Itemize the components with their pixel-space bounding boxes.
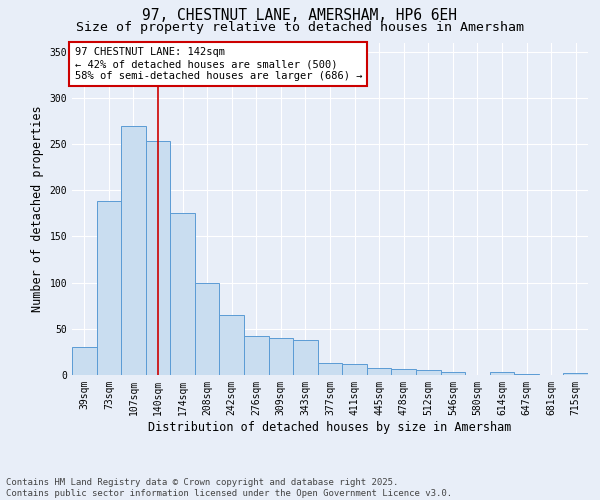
Text: Contains HM Land Registry data © Crown copyright and database right 2025.
Contai: Contains HM Land Registry data © Crown c… xyxy=(6,478,452,498)
Bar xyxy=(416,370,440,375)
Bar xyxy=(220,315,244,375)
Bar xyxy=(293,340,318,375)
Bar xyxy=(342,364,367,375)
Bar xyxy=(391,370,416,375)
Bar xyxy=(244,336,269,375)
Bar xyxy=(440,372,465,375)
Bar xyxy=(514,374,539,375)
Bar xyxy=(367,368,391,375)
Bar xyxy=(195,282,220,375)
Bar xyxy=(146,142,170,375)
Bar xyxy=(72,348,97,375)
Bar xyxy=(318,363,342,375)
Bar xyxy=(170,214,195,375)
Text: 97, CHESTNUT LANE, AMERSHAM, HP6 6EH: 97, CHESTNUT LANE, AMERSHAM, HP6 6EH xyxy=(143,8,458,22)
Bar xyxy=(269,338,293,375)
Text: 97 CHESTNUT LANE: 142sqm
← 42% of detached houses are smaller (500)
58% of semi-: 97 CHESTNUT LANE: 142sqm ← 42% of detach… xyxy=(74,48,362,80)
Text: Size of property relative to detached houses in Amersham: Size of property relative to detached ho… xyxy=(76,21,524,34)
Bar xyxy=(121,126,146,375)
Bar xyxy=(97,202,121,375)
Y-axis label: Number of detached properties: Number of detached properties xyxy=(31,106,44,312)
Bar xyxy=(563,373,588,375)
Bar xyxy=(490,372,514,375)
X-axis label: Distribution of detached houses by size in Amersham: Distribution of detached houses by size … xyxy=(148,420,512,434)
